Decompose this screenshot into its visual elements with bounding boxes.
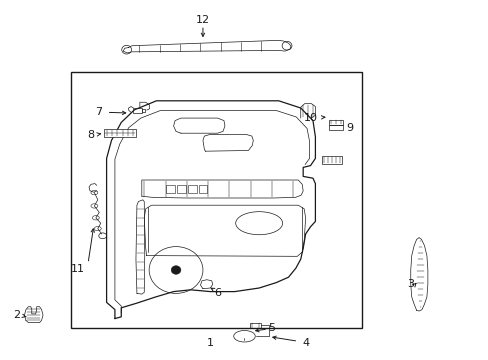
Bar	[133, 108, 142, 113]
Text: 10: 10	[303, 113, 317, 123]
Bar	[142, 109, 144, 112]
Text: 9: 9	[346, 123, 352, 133]
Bar	[166, 185, 175, 193]
Bar	[250, 323, 261, 328]
Text: 3: 3	[407, 279, 413, 289]
Text: 2: 2	[13, 310, 20, 320]
Bar	[71, 72, 361, 328]
Text: 11: 11	[70, 264, 84, 274]
Bar	[321, 156, 342, 164]
Bar	[328, 125, 343, 130]
Ellipse shape	[171, 266, 181, 274]
Bar	[177, 185, 185, 193]
Text: 8: 8	[87, 130, 94, 140]
Text: 12: 12	[196, 15, 209, 25]
Bar	[187, 185, 196, 193]
Text: 5: 5	[267, 323, 274, 333]
Text: 7: 7	[95, 107, 102, 117]
Text: 6: 6	[214, 288, 221, 298]
Text: 4: 4	[302, 338, 308, 348]
Bar	[104, 129, 136, 137]
Bar	[328, 120, 343, 125]
Text: 1: 1	[206, 338, 213, 348]
Bar	[198, 185, 207, 193]
